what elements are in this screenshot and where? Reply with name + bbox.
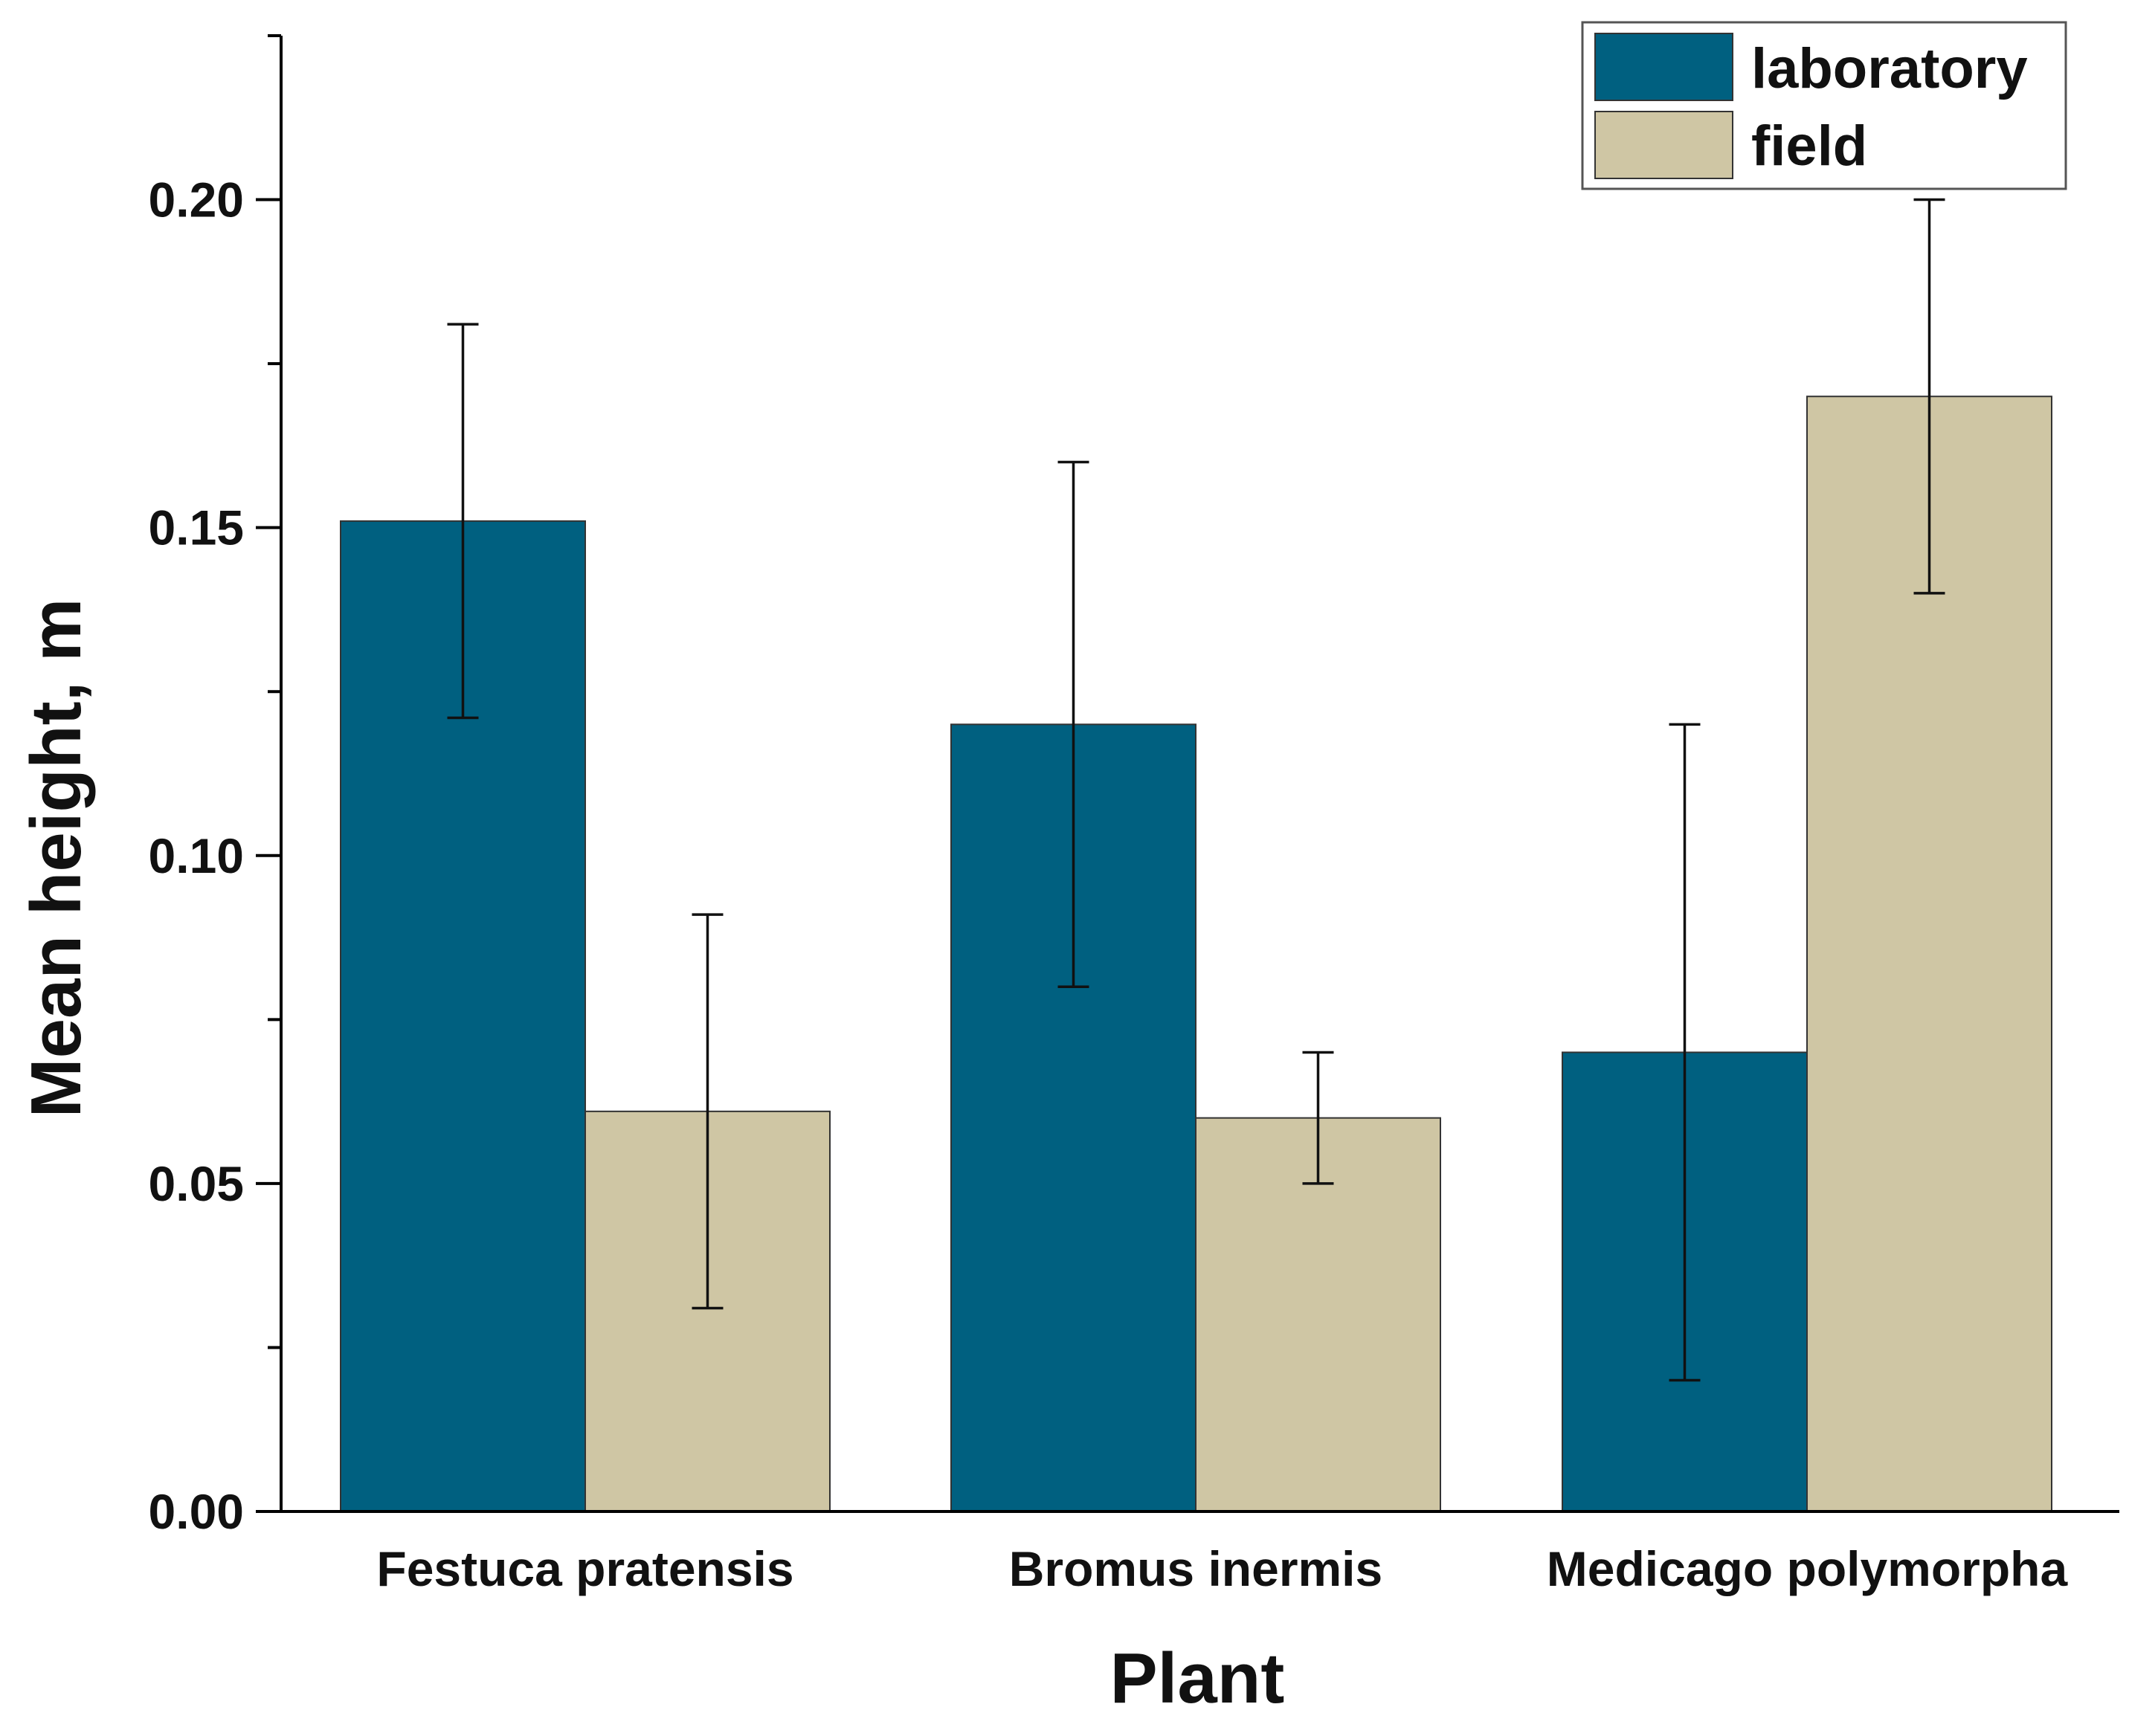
error-bar-field-bromus-inermis bbox=[1302, 1051, 1334, 1185]
y-tick-label: 0.20 bbox=[149, 172, 244, 228]
legend-label-field: field bbox=[1751, 114, 1867, 178]
y-tick-label: 0.00 bbox=[149, 1484, 244, 1539]
x-tick-label: Bromus inermis bbox=[1009, 1541, 1382, 1596]
error-bars-layer bbox=[447, 198, 1945, 1382]
legend-swatch-field bbox=[1594, 111, 1733, 179]
y-tick-label: 0.10 bbox=[149, 828, 244, 883]
y-tick-label: 0.05 bbox=[149, 1156, 244, 1211]
error-bar-field-festuca-pratensis bbox=[692, 913, 724, 1310]
y-axis-title: Mean height, m bbox=[16, 598, 96, 1118]
error-bar-laboratory-medicago-polymorpha bbox=[1669, 723, 1701, 1382]
x-axis-title: Plant bbox=[1110, 1639, 1285, 1718]
y-tick-label: 0.15 bbox=[149, 500, 244, 555]
error-bar-laboratory-festuca-pratensis bbox=[447, 323, 479, 720]
error-bar-laboratory-bromus-inermis bbox=[1057, 460, 1089, 988]
legend: laboratory field bbox=[1581, 21, 2067, 190]
error-bar-field-medicago-polymorpha bbox=[1913, 198, 1945, 595]
x-tick-label: Festuca pratensis bbox=[376, 1541, 793, 1596]
axes-layer: Festuca pratensis Bromus inermis Medicago … bbox=[149, 34, 2119, 1596]
legend-swatch-laboratory bbox=[1594, 33, 1733, 101]
x-tick-label: Medicago polymorpha bbox=[1547, 1541, 2069, 1596]
bars-layer bbox=[340, 396, 2052, 1513]
legend-label-laboratory: laboratory bbox=[1751, 37, 2028, 100]
